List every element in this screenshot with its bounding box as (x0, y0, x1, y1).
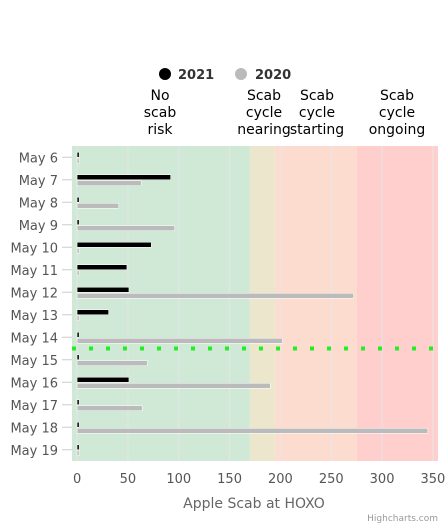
bar-2021-may-13[interactable] (76, 309, 109, 315)
bar-2021-may-9[interactable] (76, 219, 80, 225)
zone-label-line: Scab (380, 88, 414, 104)
y-tick-label: May 8 (19, 196, 58, 211)
zone-label-line: nearing (237, 122, 290, 138)
bar-2021-may-15[interactable] (76, 354, 80, 360)
zone-label-line: cycle (379, 105, 415, 121)
bar-2020-may-7[interactable] (76, 180, 142, 186)
plot-band-0 (72, 146, 250, 461)
bar-2020-may-10[interactable] (76, 248, 80, 254)
zone-label-line: Scab (247, 88, 281, 104)
bar-2020-may-11[interactable] (76, 270, 80, 276)
zone-label-line: cycle (299, 105, 335, 121)
legend-symbol (235, 68, 247, 80)
plot-band-1 (249, 146, 276, 461)
bar-2021-may-7[interactable] (76, 174, 171, 180)
legend-item-2020[interactable]: 2020 (235, 68, 291, 83)
y-tick-label: May 10 (10, 241, 58, 256)
y-tick-label: May 7 (19, 174, 58, 189)
grid-lines (76, 146, 434, 461)
credits-link[interactable]: Highcharts.com (367, 514, 438, 524)
bar-2021-may-12[interactable] (76, 287, 130, 293)
legend-label: 2020 (255, 68, 291, 83)
bar-2021-may-18[interactable] (76, 422, 80, 428)
x-tick-label: 150 (217, 472, 242, 487)
x-tick-label: 0 (73, 472, 81, 487)
zone-label-line: cycle (246, 105, 282, 121)
x-tick-label: 250 (319, 472, 344, 487)
y-tick-label: May 11 (10, 264, 58, 279)
bar-2020-may-18[interactable] (76, 428, 429, 434)
bar-2021-may-11[interactable] (76, 264, 128, 270)
zone-label-2: Scab cycle starting (290, 88, 344, 138)
x-tick-label: 100 (166, 472, 191, 487)
bar-2020-may-13[interactable] (76, 315, 80, 321)
bar-2020-may-17[interactable] (76, 405, 143, 411)
legend: 2021 2020 (159, 68, 291, 83)
bar-2020-may-19[interactable] (76, 450, 80, 456)
y-axis: May 6 May 7 May 8 May 9 May 10 May 11 May 12 Ma… (10, 151, 72, 459)
x-tick-label: 300 (370, 472, 395, 487)
zone-label-line: Scab (300, 88, 334, 104)
bar-2020-may-16[interactable] (76, 383, 271, 389)
zone-label-0: No scab risk (144, 88, 177, 138)
bar-2020-may-9[interactable] (76, 225, 175, 231)
y-tick-label: May 9 (19, 219, 58, 234)
bar-2020-may-6[interactable] (76, 158, 80, 164)
zone-label-line: scab (144, 105, 177, 121)
zone-label-1: Scab cycle nearing (237, 88, 290, 138)
x-axis: 0 50 100 150 200 250 300 350 (73, 472, 445, 487)
y-tick-label: May 12 (10, 286, 58, 301)
bar-2021-may-6[interactable] (76, 152, 80, 158)
y-tick-label: May 14 (10, 331, 58, 346)
bar-2021-may-8[interactable] (76, 197, 80, 203)
zone-label-line: No (150, 88, 169, 104)
zone-label-line: risk (147, 122, 173, 138)
zone-label-line: ongoing (369, 122, 426, 138)
y-tick-label: May 15 (10, 354, 58, 369)
x-axis-title: Apple Scab at HOXO (183, 496, 325, 512)
bar-2021-may-10[interactable] (76, 242, 152, 248)
legend-label: 2021 (178, 68, 214, 83)
y-tick-label: May 6 (19, 151, 58, 166)
bar-2020-may-14[interactable] (76, 338, 283, 344)
y-tick-label: May 16 (10, 376, 58, 391)
zone-label-line: starting (290, 122, 344, 138)
bar-2021-may-19[interactable] (76, 444, 80, 450)
zone-label-3: Scab cycle ongoing (369, 88, 426, 138)
plot-band-2 (275, 146, 357, 461)
x-tick-label: 200 (268, 472, 293, 487)
bar-2020-may-15[interactable] (76, 360, 148, 366)
legend-item-2021[interactable]: 2021 (159, 68, 214, 83)
bar-2021-may-16[interactable] (76, 377, 130, 383)
plot-band-3 (356, 146, 438, 461)
bar-2020-may-12[interactable] (76, 293, 354, 299)
bar-series (76, 152, 429, 456)
bar-2021-may-17[interactable] (76, 399, 80, 405)
x-tick-label: 50 (120, 472, 137, 487)
bar-2021-may-14[interactable] (76, 332, 80, 338)
y-tick-label: May 17 (10, 399, 58, 414)
legend-symbol (159, 68, 171, 80)
y-tick-label: May 19 (10, 444, 58, 459)
x-tick-label: 350 (421, 472, 446, 487)
y-tick-label: May 18 (10, 421, 58, 436)
bar-2020-may-8[interactable] (76, 203, 120, 209)
y-tick-label: May 13 (10, 309, 58, 324)
plot-bands (72, 146, 438, 461)
